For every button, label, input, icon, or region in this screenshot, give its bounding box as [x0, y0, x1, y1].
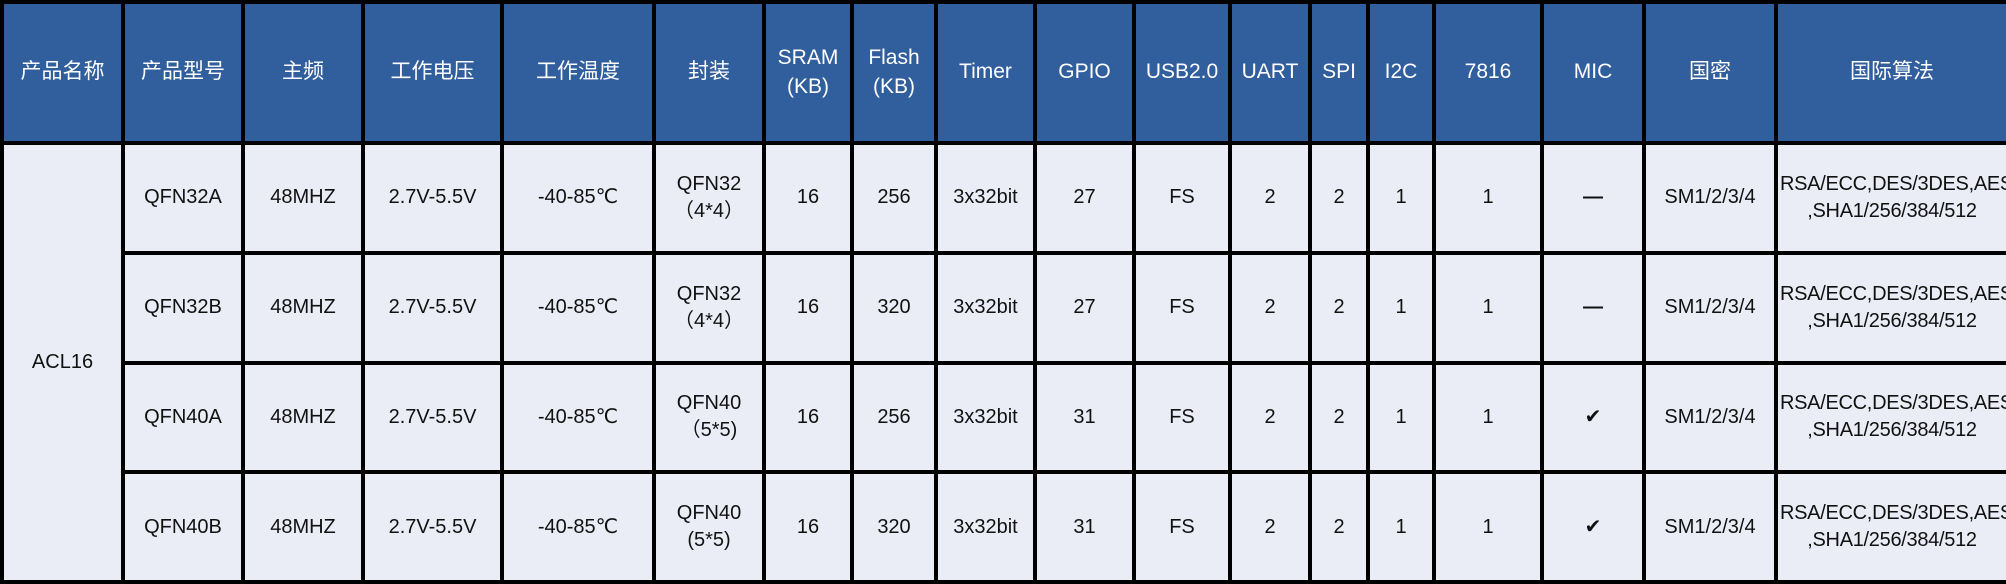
- cell-frequency: 48MHZ: [241, 141, 365, 255]
- cell-frequency: 48MHZ: [241, 250, 365, 365]
- table-row: QFN40A 48MHZ 2.7V-5.5V -40-85℃ QFN40 （5*…: [2, 360, 2006, 475]
- cell-timer: 3x32bit: [934, 250, 1037, 365]
- cell-temperature: -40-85℃: [500, 250, 656, 365]
- header-temperature: 工作温度: [500, 0, 656, 145]
- cell-timer: 3x32bit: [934, 470, 1037, 584]
- cell-flash: 256: [850, 360, 938, 475]
- header-i2c: I2C: [1366, 0, 1436, 145]
- header-uart: UART: [1228, 0, 1312, 145]
- header-package: 封装: [652, 0, 766, 145]
- cell-model: QFN32B: [121, 250, 245, 365]
- cell-voltage: 2.7V-5.5V: [361, 470, 504, 584]
- header-gpio: GPIO: [1033, 0, 1136, 145]
- cell-i2c: 1: [1366, 470, 1436, 584]
- header-product-name: 产品名称: [0, 0, 125, 145]
- cell-usb: FS: [1132, 470, 1232, 584]
- cell-model: QFN40B: [121, 470, 245, 584]
- cell-model: QFN40A: [121, 360, 245, 475]
- cell-i2c: 1: [1366, 141, 1436, 255]
- cell-uart: 2: [1228, 470, 1312, 584]
- cell-temperature: -40-85℃: [500, 360, 656, 475]
- cell-7816: 1: [1432, 250, 1544, 365]
- cell-intl-algorithms: RSA/ECC,DES/3DES,AES ,SHA1/256/384/512: [1774, 141, 2006, 255]
- cell-frequency: 48MHZ: [241, 360, 365, 475]
- cell-spi: 2: [1308, 141, 1370, 255]
- cell-7816: 1: [1432, 360, 1544, 475]
- header-spi: SPI: [1308, 0, 1370, 145]
- cell-package: QFN40 (5*5): [652, 470, 766, 584]
- cell-flash: 256: [850, 141, 938, 255]
- cell-temperature: -40-85℃: [500, 470, 656, 584]
- cell-sm-crypto: SM1/2/3/4: [1642, 360, 1778, 475]
- cell-uart: 2: [1228, 250, 1312, 365]
- cell-mic-check: ✔: [1540, 360, 1646, 475]
- cell-flash: 320: [850, 470, 938, 584]
- cell-sram: 16: [762, 250, 854, 365]
- cell-intl-algorithms: RSA/ECC,DES/3DES,AES ,SHA1/256/384/512: [1774, 360, 2006, 475]
- cell-intl-algorithms: RSA/ECC,DES/3DES,AES ,SHA1/256/384/512: [1774, 250, 2006, 365]
- header-intl-algorithms: 国际算法: [1774, 0, 2006, 145]
- cell-spi: 2: [1308, 250, 1370, 365]
- cell-temperature: -40-85℃: [500, 141, 656, 255]
- table-row: QFN40B 48MHZ 2.7V-5.5V -40-85℃ QFN40 (5*…: [2, 470, 2006, 584]
- cell-sram: 16: [762, 360, 854, 475]
- header-flash: Flash (KB): [850, 0, 938, 145]
- cell-usb: FS: [1132, 250, 1232, 365]
- cell-mic: —: [1540, 141, 1646, 255]
- cell-frequency: 48MHZ: [241, 470, 365, 584]
- header-7816: 7816: [1432, 0, 1544, 145]
- cell-sram: 16: [762, 470, 854, 584]
- product-name-cell: ACL16: [0, 141, 125, 584]
- cell-i2c: 1: [1366, 360, 1436, 475]
- header-timer: Timer: [934, 0, 1037, 145]
- cell-gpio: 31: [1033, 470, 1136, 584]
- cell-7816: 1: [1432, 470, 1544, 584]
- cell-spi: 2: [1308, 470, 1370, 584]
- cell-sram: 16: [762, 141, 854, 255]
- cell-spi: 2: [1308, 360, 1370, 475]
- cell-package: QFN32 （4*4）: [652, 250, 766, 365]
- cell-sm-crypto: SM1/2/3/4: [1642, 250, 1778, 365]
- header-mic: MIC: [1540, 0, 1646, 145]
- table-row: QFN32B 48MHZ 2.7V-5.5V -40-85℃ QFN32 （4*…: [2, 250, 2006, 365]
- cell-voltage: 2.7V-5.5V: [361, 360, 504, 475]
- cell-voltage: 2.7V-5.5V: [361, 141, 504, 255]
- cell-sm-crypto: SM1/2/3/4: [1642, 141, 1778, 255]
- cell-timer: 3x32bit: [934, 360, 1037, 475]
- cell-sm-crypto: SM1/2/3/4: [1642, 470, 1778, 584]
- cell-uart: 2: [1228, 360, 1312, 475]
- cell-mic-check: ✔: [1540, 470, 1646, 584]
- cell-mic: —: [1540, 250, 1646, 365]
- cell-package: QFN40 （5*5): [652, 360, 766, 475]
- cell-package: QFN32 （4*4）: [652, 141, 766, 255]
- cell-gpio: 27: [1033, 141, 1136, 255]
- cell-flash: 320: [850, 250, 938, 365]
- table-row: ACL16 QFN32A 48MHZ 2.7V-5.5V -40-85℃ QFN…: [0, 141, 2006, 584]
- cell-i2c: 1: [1366, 250, 1436, 365]
- cell-timer: 3x32bit: [934, 141, 1037, 255]
- header-voltage: 工作电压: [361, 0, 504, 145]
- cell-voltage: 2.7V-5.5V: [361, 250, 504, 365]
- header-model: 产品型号: [121, 0, 245, 145]
- cell-model: QFN32A: [121, 141, 245, 255]
- cell-uart: 2: [1228, 141, 1312, 255]
- header-sram: SRAM (KB): [762, 0, 854, 145]
- cell-usb: FS: [1132, 360, 1232, 475]
- cell-gpio: 27: [1033, 250, 1136, 365]
- cell-7816: 1: [1432, 141, 1544, 255]
- cell-gpio: 31: [1033, 360, 1136, 475]
- header-row: 产品名称 产品型号 主频 工作电压 工作温度 封装 SRAM (KB) Flas…: [0, 0, 2006, 145]
- header-sm-crypto: 国密: [1642, 0, 1778, 145]
- cell-usb: FS: [1132, 141, 1232, 255]
- cell-intl-algorithms: RSA/ECC,DES/3DES,AES ,SHA1/256/384/512: [1774, 470, 2006, 584]
- header-usb: USB2.0: [1132, 0, 1232, 145]
- header-frequency: 主频: [241, 0, 365, 145]
